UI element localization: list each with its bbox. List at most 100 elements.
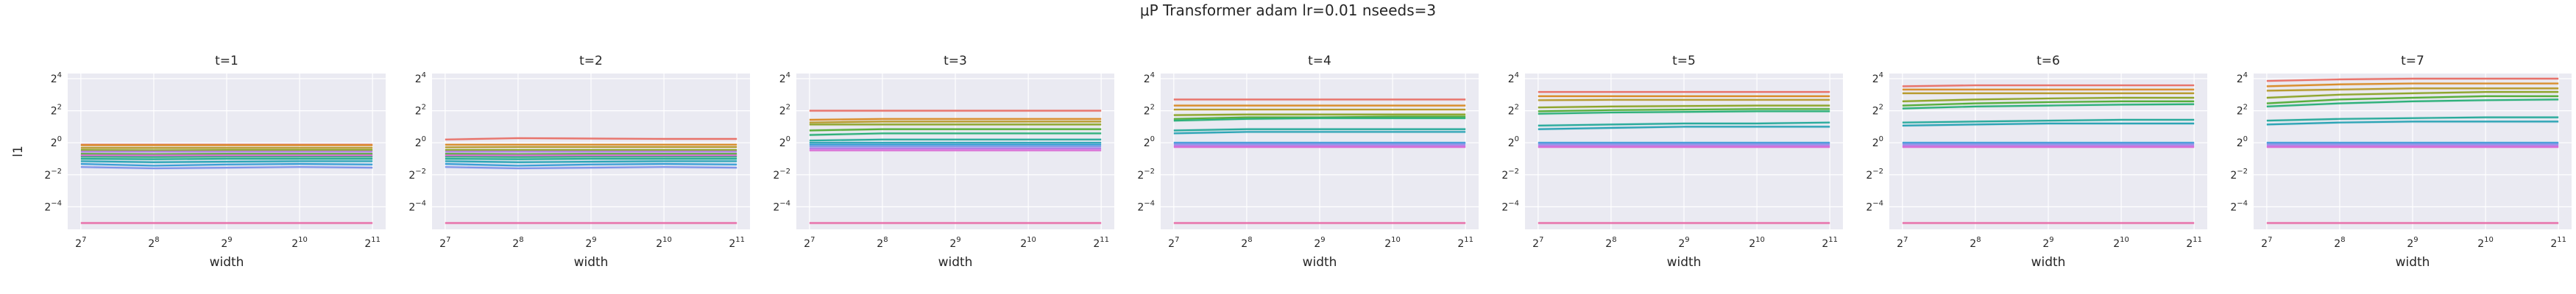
series-line	[445, 160, 737, 163]
series-line	[1538, 104, 1830, 109]
x-tick-label: 211	[729, 236, 745, 250]
y-tick-label: 2−2	[1137, 168, 1155, 182]
series-line	[1902, 118, 2195, 123]
x-tick-label: 210	[291, 236, 308, 250]
x-tick-label: 27	[1897, 236, 1908, 250]
y-tick-label: 22	[415, 104, 426, 118]
x-axis-label: width	[2031, 255, 2066, 270]
subplot-2: 2−4 2−2 20 22 24 27 28 29 210 211 t=2 width	[408, 54, 750, 270]
subplot-3: 2−4 2−2 20 22 24 27 28 29 210 211 t=3 width	[773, 54, 1114, 270]
series-line	[80, 166, 373, 170]
x-tick-label: 27	[75, 236, 86, 250]
series-line	[809, 132, 1102, 136]
series-band	[2266, 95, 2559, 105]
subplot-6: 2−4 2−2 20 22 24 27 28 29 210 211 t=6 width	[1866, 54, 2207, 270]
series-line	[1902, 122, 2195, 126]
series-line	[445, 162, 737, 167]
y-tick-label: 22	[1872, 104, 1883, 118]
subplot-title: t=6	[2037, 54, 2060, 68]
x-tick-label: 29	[949, 236, 960, 250]
series-line	[1902, 84, 2195, 87]
x-tick-label: 29	[2042, 236, 2053, 250]
y-tick-label: 22	[1508, 104, 1519, 118]
x-tick-label: 28	[1970, 236, 1981, 250]
series-line	[2266, 82, 2559, 87]
y-tick-label: 2−4	[1866, 199, 1883, 213]
series-line	[1902, 103, 2195, 110]
series-line	[1538, 126, 1830, 130]
y-tick-label: 20	[1872, 135, 1883, 149]
x-tick-label: 211	[1822, 236, 1838, 250]
x-tick-label: 28	[2334, 236, 2345, 250]
x-tick-label: 28	[512, 236, 523, 250]
series-line	[2266, 95, 2559, 104]
y-tick-label: 2−4	[408, 199, 426, 213]
x-tick-label: 27	[804, 236, 815, 250]
x-tick-label: 27	[2261, 236, 2272, 250]
y-tick-label: 24	[1872, 71, 1883, 85]
x-tick-label: 29	[1678, 236, 1689, 250]
series-line	[2266, 116, 2559, 122]
y-tick-label: 20	[415, 135, 426, 149]
series-line	[445, 137, 737, 140]
series-line	[1173, 131, 1466, 135]
x-tick-label: 27	[1532, 236, 1543, 250]
y-tick-label: 2−2	[2230, 168, 2248, 182]
series-line	[809, 121, 1102, 123]
x-tick-label: 210	[2113, 236, 2129, 250]
y-tick-label: 20	[2237, 135, 2248, 149]
x-tick-label: 211	[1457, 236, 1473, 250]
y-tick-label: 2−2	[1501, 168, 1519, 182]
subplot-title: t=1	[215, 54, 238, 68]
series-line	[1902, 96, 2195, 102]
x-tick-label: 211	[2550, 236, 2566, 250]
x-tick-label: 210	[1749, 236, 1765, 250]
series-line	[80, 162, 373, 167]
y-tick-label: 24	[51, 71, 62, 85]
series-line	[2266, 87, 2559, 92]
subplot-title: t=5	[1672, 54, 1696, 68]
x-tick-label: 210	[1384, 236, 1401, 250]
x-axis-label: width	[1667, 255, 1702, 270]
x-tick-label: 211	[1093, 236, 1109, 250]
y-tick-label: 2−4	[2230, 199, 2248, 213]
subplot-title: t=4	[1308, 54, 1331, 68]
y-tick-label: 24	[1508, 71, 1519, 85]
subplot-title: t=3	[944, 54, 967, 68]
y-tick-label: 20	[1508, 135, 1519, 149]
x-axis-label: width	[938, 255, 973, 270]
x-tick-label: 27	[1168, 236, 1179, 250]
y-tick-label: 2−2	[1866, 168, 1883, 182]
series-line	[1173, 117, 1466, 122]
subplot-title: t=2	[579, 54, 603, 68]
y-tick-label: 24	[779, 71, 790, 85]
y-tick-label: 20	[51, 135, 62, 149]
y-tick-label: 22	[779, 104, 790, 118]
x-tick-label: 28	[1605, 236, 1616, 250]
series-line	[1173, 128, 1466, 132]
y-tick-label: 2−2	[44, 168, 62, 182]
y-tick-label: 2−4	[773, 199, 790, 213]
series-line	[445, 166, 737, 170]
subplot-5: 2−4 2−2 20 22 24 27 28 29 210 211 t=5 width	[1501, 54, 1843, 270]
y-tick-label: 22	[1144, 104, 1155, 118]
y-tick-label: 22	[2237, 104, 2248, 118]
series-line	[80, 160, 373, 163]
x-tick-label: 29	[1314, 236, 1325, 250]
x-tick-label: 211	[364, 236, 381, 250]
y-tick-label: 2−4	[1137, 199, 1155, 213]
y-axis-label: l1	[11, 146, 26, 157]
series-line	[1538, 108, 1830, 112]
series-line	[2266, 77, 2559, 82]
y-tick-label: 24	[1144, 71, 1155, 85]
y-tick-label: 2−4	[44, 199, 62, 213]
x-tick-label: 28	[148, 236, 159, 250]
y-tick-label: 2−4	[1501, 199, 1519, 213]
y-tick-label: 20	[1144, 135, 1155, 149]
x-axis-label: width	[1303, 255, 1337, 270]
figure-title: μP Transformer adam lr=0.01 nseeds=3	[1139, 1, 1437, 19]
series-line	[1538, 121, 1830, 126]
series-line	[2266, 91, 2559, 99]
x-tick-label: 28	[877, 236, 888, 250]
